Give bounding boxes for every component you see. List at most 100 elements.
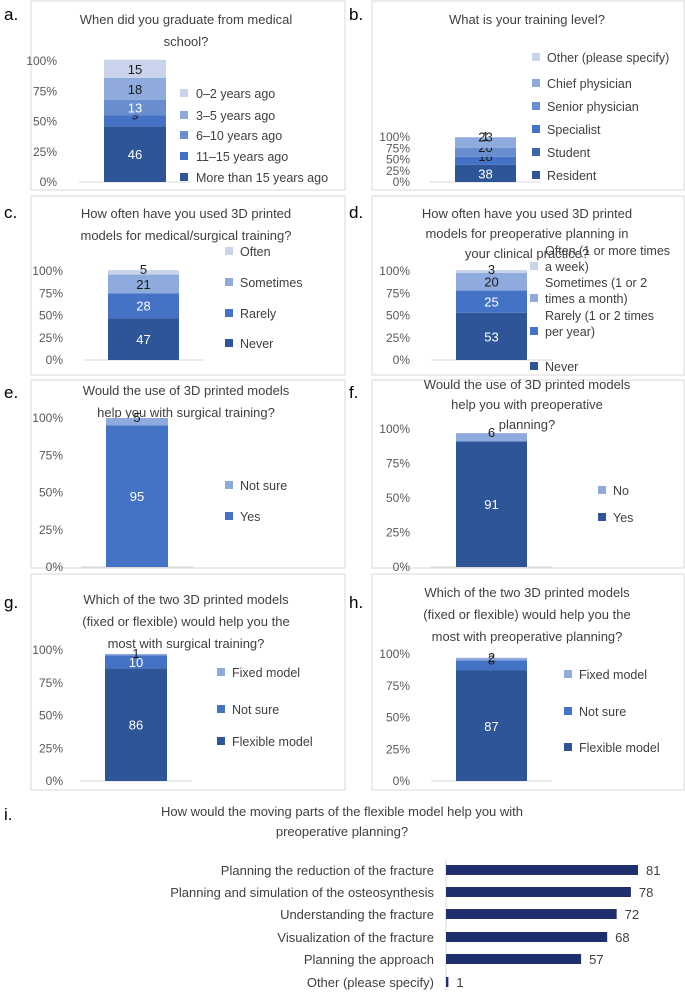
- chart-title-line: help you with surgical training?: [97, 405, 275, 420]
- legend-swatch: [180, 131, 188, 139]
- y-tick-label: 25%: [386, 331, 410, 345]
- legend-label: Fixed model: [232, 666, 300, 680]
- bar: [446, 977, 449, 987]
- legend-label: More than 15 years ago: [196, 171, 328, 185]
- legend-swatch: [225, 247, 233, 255]
- y-tick-label: 50%: [386, 309, 410, 323]
- y-tick-label: 0%: [46, 560, 64, 574]
- panel-border: [30, 195, 346, 376]
- data-label: 87: [484, 719, 498, 734]
- chart-title-line: (fixed or flexible) would help you the: [423, 607, 630, 622]
- y-tick-label: 75%: [39, 676, 63, 690]
- chart-title-line: (fixed or flexible) would help you the: [82, 614, 289, 629]
- bar-segment-6-10-years-ago: [104, 99, 166, 116]
- legend-label: Sometimes (1 or 2 times a month): [545, 276, 647, 306]
- y-tick-label: 75%: [39, 286, 63, 300]
- panel-letter: g.: [4, 593, 18, 612]
- y-tick-label: 50%: [39, 709, 63, 723]
- legend-swatch: [598, 513, 606, 521]
- y-tick-label: 25%: [386, 742, 410, 756]
- legend-label: Senior physician: [547, 100, 639, 114]
- legend-label: Other (please specify): [547, 51, 669, 65]
- legend-label: Flexible model: [579, 741, 660, 755]
- legend-swatch: [225, 512, 233, 520]
- bar-segment-not-sure: [105, 655, 167, 669]
- data-label: 1: [132, 646, 139, 661]
- legend-swatch: [225, 481, 233, 489]
- legend-label: Chief physician: [547, 77, 632, 91]
- category-label: Other (please specify): [307, 975, 434, 990]
- panel-a: a. When did you graduate from medical scho…: [4, 0, 346, 191]
- legend-label: Not sure: [232, 703, 279, 717]
- legend-swatch: [532, 53, 540, 61]
- legend-swatch: [530, 294, 538, 302]
- y-tick-label: 0%: [393, 175, 411, 189]
- data-label: 28: [136, 299, 150, 314]
- legend-label: No: [613, 484, 629, 498]
- legend-swatch: [180, 173, 188, 181]
- data-label: 6: [488, 425, 495, 440]
- data-label: 1: [456, 975, 463, 990]
- legend-swatch: [532, 79, 540, 87]
- chart-title-line: planning?: [499, 417, 555, 432]
- legend-swatch: [564, 743, 572, 751]
- chart-title-line: your clinical practice?: [465, 246, 589, 261]
- y-tick-label: 100%: [379, 422, 410, 436]
- y-tick-label: 100%: [379, 647, 410, 661]
- y-tick-label: 75%: [39, 448, 63, 462]
- y-tick-label: 100%: [26, 54, 57, 68]
- bar-segment-flexible-model: [105, 668, 167, 781]
- panel-border: [371, 573, 685, 791]
- legend-swatch: [180, 89, 188, 97]
- y-tick-label: 0%: [46, 774, 64, 788]
- bar-segment-not-sure: [106, 418, 168, 426]
- bar-segment-often-1-or-more-times-a-week-: [456, 270, 527, 273]
- bar-segment-rarely-1-or-2-times-per-year-: [456, 290, 527, 313]
- panel-e: e. Would the use of 3D printed models help…: [4, 379, 346, 574]
- y-tick-label: 25%: [39, 331, 63, 345]
- legend-swatch: [598, 486, 606, 494]
- legend-swatch: [225, 309, 233, 317]
- y-tick-label: 100%: [32, 264, 63, 278]
- legend-swatch: [217, 737, 225, 745]
- y-tick-label: 50%: [386, 491, 410, 505]
- panel-g: g. Which of the two 3D printed models (fix…: [4, 573, 346, 791]
- bar-segment-senior-physician: [455, 147, 516, 157]
- legend-label: Rarely (1 or 2 times per year): [545, 309, 654, 339]
- bar-segment-fixed-model: [105, 653, 167, 656]
- bar-segment-sometimes-1-or-2-times-a-month-: [456, 272, 527, 291]
- category-label: Planning the reduction of the fracture: [221, 863, 434, 878]
- y-tick-label: 25%: [39, 741, 63, 755]
- bar-segment-resident: [455, 164, 516, 182]
- data-label: 21: [136, 277, 150, 292]
- panel-border: [30, 0, 346, 191]
- data-label: 3: [488, 262, 495, 277]
- chart-title-line: Would the use of 3D printed models: [83, 383, 290, 398]
- legend-label: Often: [240, 245, 271, 259]
- panel-border: [371, 379, 685, 569]
- legend-label: Yes: [613, 511, 633, 525]
- data-label: 95: [130, 489, 144, 504]
- data-label: 86: [129, 718, 143, 733]
- chart-title-line: most with preoperative planning?: [432, 629, 623, 644]
- y-tick-label: 75%: [386, 679, 410, 693]
- chart-title-line: most with surgical training?: [108, 636, 265, 651]
- data-label: 5: [133, 410, 140, 425]
- panel-border: [371, 195, 685, 376]
- legend-label: Rarely: [240, 307, 277, 321]
- data-label: 18: [128, 82, 142, 97]
- y-tick-label: 75%: [386, 141, 410, 155]
- y-tick-label: 100%: [379, 130, 410, 144]
- y-tick-label: 0%: [393, 353, 411, 367]
- data-label: 81: [646, 863, 660, 878]
- data-label: 13: [128, 101, 142, 116]
- y-tick-label: 75%: [33, 84, 57, 98]
- bar-segment-0-2-years-ago: [104, 59, 166, 78]
- y-tick-label: 0%: [46, 353, 64, 367]
- y-tick-label: 0%: [393, 774, 411, 788]
- y-tick-label: 100%: [32, 411, 63, 425]
- legend-swatch: [532, 171, 540, 179]
- legend-label: 3–5 years ago: [196, 109, 275, 123]
- panel-letter: a.: [4, 5, 18, 24]
